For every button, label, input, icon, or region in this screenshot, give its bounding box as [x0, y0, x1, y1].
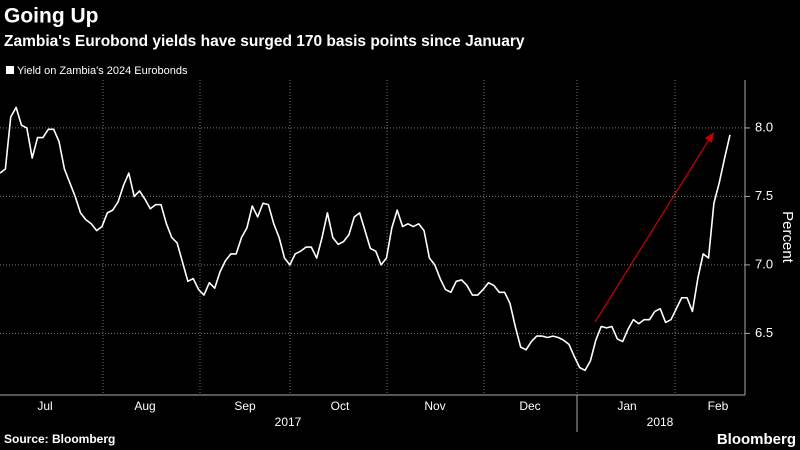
legend-label: Yield on Zambia's 2024 Eurobonds [17, 65, 188, 77]
x-tick-label: Jul [37, 399, 52, 413]
x-tick-label: Oct [331, 399, 350, 413]
x-tick-label: Nov [424, 399, 445, 413]
y-tick-label: 8.0 [755, 119, 773, 134]
x-group-label: 2018 [647, 415, 674, 429]
x-tick-label: Feb [708, 399, 729, 413]
y-tick-label: 7.5 [755, 188, 773, 203]
arrow-head [705, 132, 714, 143]
series-line [0, 106, 731, 372]
legend-swatch [6, 66, 14, 74]
chart-subtitle: Zambia's Eurobond yields have surged 170… [4, 33, 525, 50]
x-tick-label: Dec [519, 399, 540, 413]
trend-arrow [594, 137, 711, 323]
y-tick-label: 6.5 [755, 325, 773, 340]
source: Source: Bloomberg [4, 432, 115, 446]
x-tick-label: Aug [134, 399, 155, 413]
y-tick-label: 7.0 [755, 256, 773, 271]
y-axis-label: Percent [779, 211, 796, 264]
chart-title: Going Up [4, 5, 98, 28]
brand: Bloomberg [717, 431, 796, 448]
x-tick-label: Jan [617, 399, 636, 413]
x-group-label: 2017 [275, 415, 302, 429]
x-tick-label: Sep [234, 399, 256, 413]
